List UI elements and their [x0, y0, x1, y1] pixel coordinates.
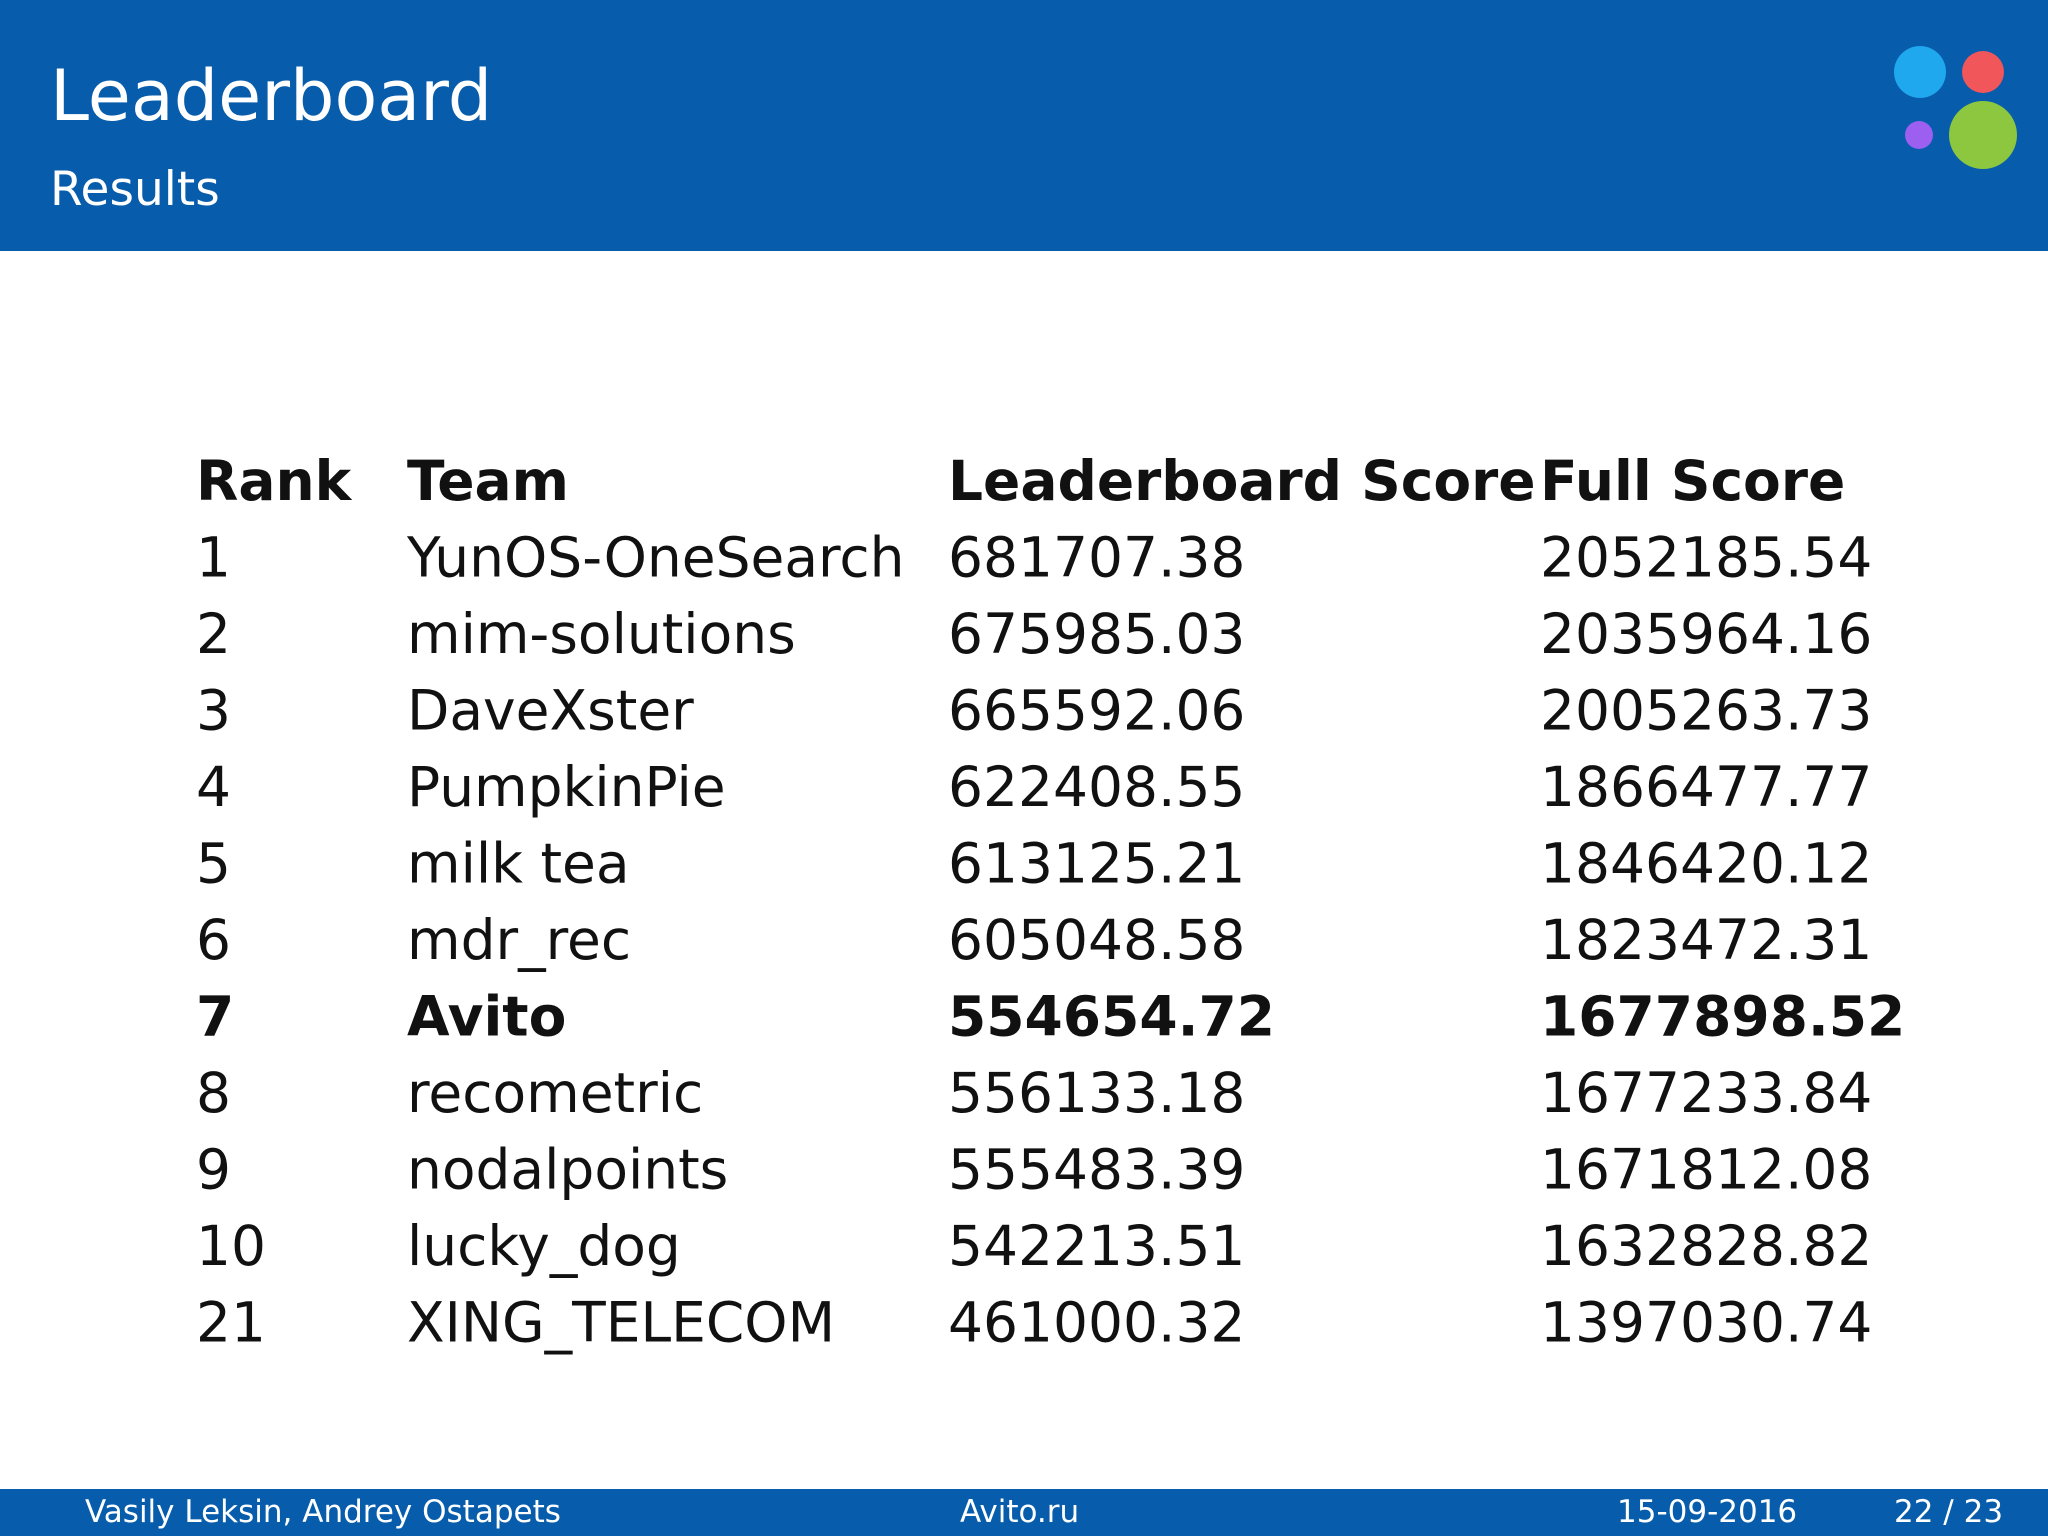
table-cell: 1866477.77: [1540, 755, 1872, 819]
table-cell: 2005263.73: [1540, 679, 1872, 743]
table-cell: Avito: [407, 985, 566, 1049]
table-cell: 1: [196, 526, 231, 590]
table-cell: 665592.06: [948, 679, 1245, 743]
footer-band: [0, 1489, 2048, 1536]
table-cell: 1677898.52: [1540, 985, 1905, 1049]
table-cell: 681707.38: [948, 526, 1245, 590]
table-cell: PumpkinPie: [407, 755, 726, 819]
table-cell: 2035964.16: [1540, 602, 1872, 666]
table-cell: 21: [196, 1291, 266, 1355]
table-cell: 1632828.82: [1540, 1214, 1872, 1278]
footer-authors: Vasily Leksin, Andrey Ostapets: [85, 1494, 561, 1530]
table-cell: 461000.32: [948, 1291, 1245, 1355]
table-cell: 622408.55: [948, 755, 1245, 819]
table-cell: 675985.03: [948, 602, 1245, 666]
table-cell: 9: [196, 1138, 231, 1202]
leaderboard-table: Rank Team Leaderboard Score Full Score 1 YunO…: [196, 449, 1905, 1355]
slide-title: Leaderboard: [50, 55, 492, 137]
header-band: [0, 0, 2048, 251]
table-cell: 8: [196, 1061, 231, 1125]
table-cell: 3: [196, 679, 231, 743]
footer-site: Avito.ru: [960, 1494, 1079, 1530]
table-cell: 555483.39: [948, 1138, 1245, 1202]
table-cell: 1397030.74: [1540, 1291, 1872, 1355]
table-cell: 6: [196, 908, 231, 972]
table-cell: 2: [196, 602, 231, 666]
slide-subtitle: Results: [50, 162, 220, 217]
table-cell: 1677233.84: [1540, 1061, 1872, 1125]
table-cell: recometric: [407, 1061, 703, 1125]
table-cell: 5: [196, 832, 231, 896]
table-cell: lucky_dog: [407, 1214, 681, 1278]
table-cell: nodalpoints: [407, 1138, 728, 1202]
table-cell: DaveXster: [407, 679, 694, 743]
footer-page: 22 / 23: [1894, 1494, 2003, 1530]
table-cell: 1671812.08: [1540, 1138, 1872, 1202]
table-cell: milk tea: [407, 832, 630, 896]
table-cell: 7: [196, 985, 234, 1049]
footer-date: 15-09-2016: [1617, 1494, 1797, 1530]
logo-dot: [1949, 101, 2017, 169]
table-cell: 542213.51: [948, 1214, 1245, 1278]
column-header: Full Score: [1540, 449, 1845, 513]
table-cell: mdr_rec: [407, 908, 631, 972]
column-header: Team: [407, 449, 569, 513]
logo-dot: [1962, 51, 2004, 93]
table-cell: 10: [196, 1214, 266, 1278]
table-cell: 4: [196, 755, 231, 819]
table-cell: 556133.18: [948, 1061, 1245, 1125]
column-header: Rank: [196, 449, 353, 513]
table-cell: YunOS-OneSearch: [406, 526, 905, 590]
logo-dot: [1894, 46, 1946, 98]
column-header: Leaderboard Score: [948, 449, 1536, 513]
table-cell: 1846420.12: [1540, 832, 1872, 896]
table-cell: mim-solutions: [407, 602, 796, 666]
table-cell: XING_TELECOM: [407, 1291, 835, 1355]
table-cell: 605048.58: [948, 908, 1245, 972]
table-cell: 554654.72: [948, 985, 1275, 1049]
table-cell: 2052185.54: [1540, 526, 1872, 590]
table-cell: 1823472.31: [1540, 908, 1872, 972]
logo-dot: [1905, 121, 1933, 149]
table-cell: 613125.21: [948, 832, 1245, 896]
